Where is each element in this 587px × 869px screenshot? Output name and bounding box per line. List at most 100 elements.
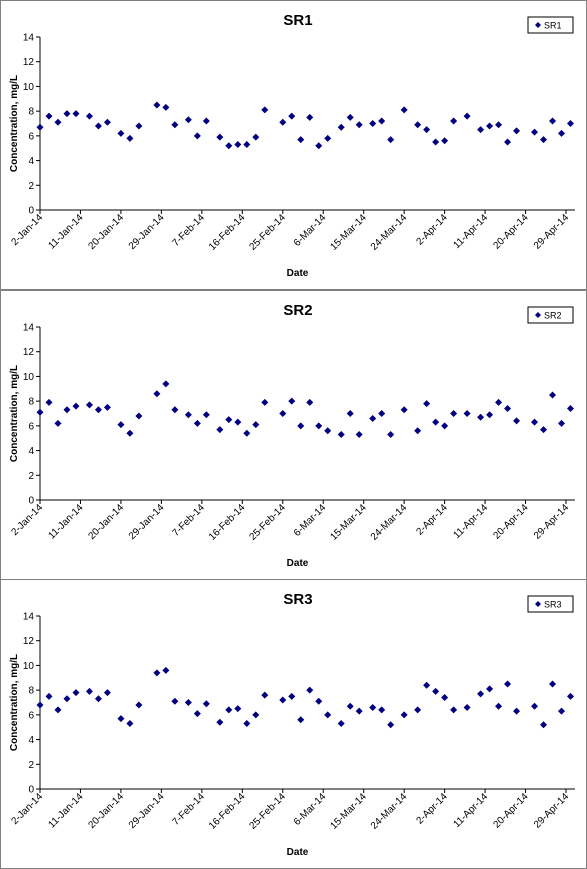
data-point: [261, 691, 269, 699]
data-point: [369, 120, 377, 127]
y-tick-label: 4: [28, 735, 34, 746]
data-point: [558, 419, 566, 427]
data-point: [243, 720, 251, 728]
data-point: [432, 687, 440, 695]
y-tick-label: 12: [23, 57, 35, 68]
data-point: [486, 122, 494, 130]
y-tick-label: 8: [28, 686, 34, 697]
data-point: [193, 132, 201, 140]
data-point: [85, 401, 93, 409]
data-point: [463, 703, 471, 711]
data-point: [279, 696, 287, 704]
data-point: [346, 410, 354, 417]
data-point: [477, 690, 485, 698]
data-point: [171, 121, 179, 129]
data-point: [414, 706, 422, 714]
y-axis-label: Concentration, mg/L: [9, 365, 20, 462]
data-point: [225, 416, 233, 424]
data-point: [297, 716, 305, 724]
data-point: [306, 686, 314, 694]
data-point: [36, 408, 44, 416]
data-point: [477, 126, 485, 134]
data-point: [45, 398, 53, 406]
data-point: [261, 398, 269, 406]
data-point: [558, 707, 566, 715]
data-point: [193, 419, 201, 427]
data-point: [126, 429, 134, 437]
data-point: [355, 431, 363, 439]
data-point: [225, 142, 233, 150]
data-point: [234, 705, 242, 713]
data-point: [54, 118, 62, 126]
y-tick-label: 6: [28, 421, 34, 432]
data-point: [297, 422, 305, 430]
data-point: [252, 711, 260, 719]
data-point: [432, 418, 440, 426]
data-point: [193, 710, 201, 718]
legend-label: SR2: [544, 311, 562, 321]
panel-border: [0, 290, 587, 580]
data-point: [234, 141, 242, 149]
data-point: [288, 397, 296, 405]
panel-border: [0, 0, 587, 290]
data-point: [162, 380, 170, 388]
data-point: [450, 117, 458, 125]
y-tick-label: 10: [23, 372, 35, 383]
data-point: [337, 720, 345, 728]
data-point: [378, 706, 386, 714]
data-point: [279, 118, 287, 126]
data-point: [495, 398, 503, 406]
data-point: [450, 706, 458, 714]
data-point: [450, 410, 458, 417]
data-point: [297, 136, 305, 144]
y-tick-label: 12: [23, 347, 35, 358]
data-point: [117, 715, 125, 723]
x-axis-label: Date: [287, 558, 309, 569]
data-point: [540, 426, 548, 434]
legend-label: SR1: [544, 21, 562, 31]
y-tick-label: 4: [28, 446, 34, 457]
data-point: [531, 418, 539, 426]
y-tick-label: 10: [23, 661, 35, 672]
y-axis-label: Concentration, mg/L: [9, 75, 20, 172]
data-point: [117, 129, 125, 137]
y-tick-label: 2: [28, 760, 34, 771]
data-point: [432, 138, 440, 146]
data-point: [216, 133, 224, 141]
data-point: [279, 410, 287, 417]
data-point: [346, 702, 354, 710]
chart-title: SR3: [283, 591, 312, 608]
data-point: [558, 129, 566, 137]
panel-border: [0, 579, 587, 869]
data-point: [324, 427, 332, 435]
data-point: [441, 694, 449, 702]
y-tick-label: 0: [28, 496, 34, 507]
chart-title: SR1: [283, 12, 312, 29]
data-point: [45, 112, 53, 120]
y-tick-label: 6: [28, 710, 34, 721]
data-point: [54, 419, 62, 427]
legend-box: [527, 306, 574, 324]
data-point: [423, 681, 431, 689]
legend-marker: [535, 601, 541, 607]
data-point: [315, 142, 323, 150]
data-point: [414, 427, 422, 435]
data-point: [387, 136, 395, 144]
y-tick-label: 2: [28, 471, 34, 482]
data-point: [162, 666, 170, 674]
data-point: [243, 141, 251, 149]
data-point: [202, 117, 210, 125]
data-point: [486, 685, 494, 693]
data-point: [216, 426, 224, 434]
data-point: [94, 695, 102, 703]
data-point: [36, 123, 44, 131]
data-point: [486, 411, 494, 419]
data-point: [441, 137, 449, 145]
data-point: [153, 669, 161, 677]
data-point: [441, 422, 449, 430]
data-point: [117, 421, 125, 429]
